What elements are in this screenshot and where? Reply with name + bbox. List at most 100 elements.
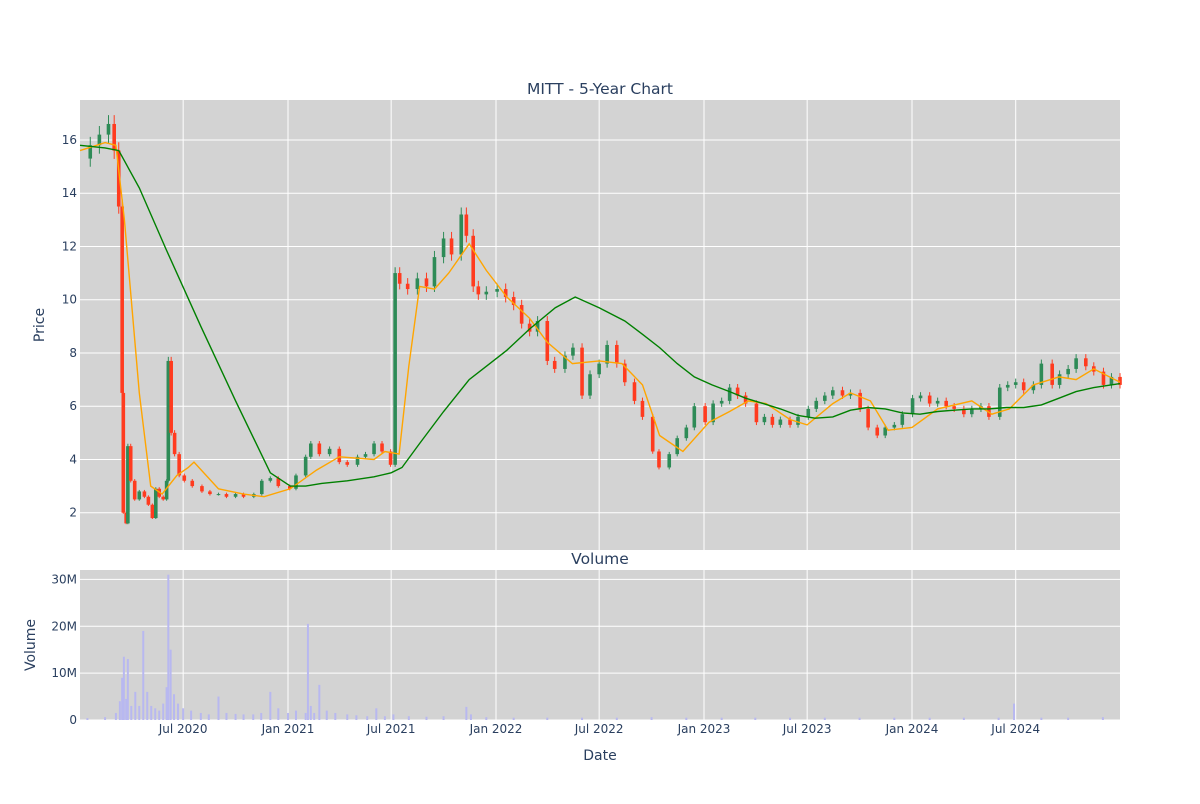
candlestick [900,411,905,428]
candlestick [788,416,792,428]
candle-down [177,454,181,476]
candlestick [918,392,923,402]
candle-down [476,286,481,295]
candle-up [164,480,169,500]
candlestick [622,359,627,386]
x-tick-label: Jul 2021 [366,722,416,736]
candlestick [571,343,575,360]
candle-up [153,488,158,519]
volume-bar [86,718,89,720]
candlestick [169,356,173,436]
candlestick [883,424,888,439]
candlestick [778,416,783,428]
candle-up [303,456,308,476]
volume-bar [425,716,428,720]
candle-up [327,448,332,455]
candle-down [224,494,229,497]
candlestick [711,400,715,426]
volume-bar [138,705,141,720]
candle-up [997,387,1002,417]
candle-up [692,406,697,428]
x-tick-label: Jan 2024 [885,722,939,736]
candle-up [1005,384,1010,388]
candlestick [137,489,142,501]
volume-bar [225,712,228,720]
candlestick [814,397,819,413]
price-series-group [79,115,1122,525]
candlestick [703,403,707,426]
candle-down [405,283,410,290]
candle-up [935,400,940,404]
volume-bar [234,713,237,720]
candle-up [970,408,974,415]
candle-down [640,400,645,417]
candle-down [527,323,532,332]
candlestick [116,142,121,214]
candlestick [268,476,273,483]
chart-title: MITT - 5-Year Chart [527,80,673,98]
volume-bar [114,712,117,720]
x-tick-label: Jul 2020 [158,722,208,736]
candle-down [1118,376,1122,385]
candlestick [132,479,137,501]
candle-up [1066,368,1070,375]
candlestick [962,405,966,418]
candle-down [172,432,177,455]
volume-y-tick-label: 20M [51,619,77,633]
candle-up [597,363,601,375]
candlestick [563,351,567,373]
candlestick [146,495,151,506]
volume-bar [754,717,757,720]
long-moving-average-line [79,144,1121,487]
candle-down [503,289,508,298]
candle-up [88,145,93,159]
candle-up [1057,374,1062,385]
volume-bar [146,691,149,720]
volume-bar [287,712,289,720]
candle-down [146,496,151,505]
volume-bar [720,717,723,720]
candlestick [432,250,437,292]
candlestick [667,451,672,470]
candle-up [667,454,672,468]
candle-up [605,344,609,364]
candlestick [1031,381,1036,394]
candlestick [121,389,126,514]
candlestick [1084,354,1088,371]
candle-up [892,424,897,428]
x-tick-label: Jul 2022 [574,722,624,736]
candle-down [622,363,627,383]
candle-down [388,451,393,465]
candlestick [1118,373,1122,389]
x-tick-label: Jan 2022 [469,722,523,736]
volume-bar [207,714,210,720]
price-y-tick-label: 4 [69,452,77,466]
candlestick [308,441,313,459]
candle-down [511,297,516,306]
price-y-tick-label: 2 [69,506,77,520]
x-tick-label: Jan 2021 [261,722,315,736]
candle-down [743,395,748,404]
price-plot-background [80,100,1120,550]
candle-up [910,398,915,415]
volume-bar [893,717,896,720]
date-x-ticks: Jul 2020 Jan 2021 Jul 2021 Jan 2022 Jul 2022… [158,722,1040,736]
candlestick [503,283,508,303]
candlestick [449,231,454,261]
volume-bar [615,717,618,720]
volume-bar [325,710,328,720]
volume-bar [375,708,378,720]
candlestick [484,286,489,300]
candle-down [1021,382,1026,391]
candle-down [132,480,137,500]
candlestick [393,267,397,467]
candlestick [545,316,550,366]
candlestick [153,487,158,520]
candlestick [172,430,177,457]
candle-down [150,504,155,519]
volume-bar [169,649,172,720]
volume-bar [134,691,137,720]
candle-down [287,486,292,489]
candle-up [830,390,835,396]
